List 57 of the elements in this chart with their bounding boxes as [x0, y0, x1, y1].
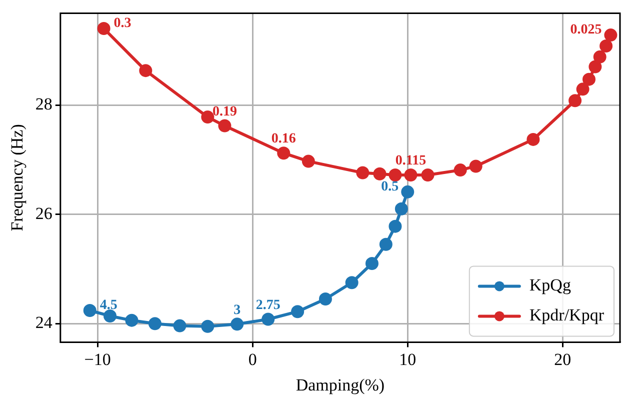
- point: [291, 305, 304, 318]
- point: [104, 309, 117, 322]
- point: [125, 314, 138, 327]
- x-axis-title: Damping(%): [296, 375, 385, 394]
- point: [604, 28, 618, 42]
- point: [388, 220, 402, 233]
- legend-label: KpQg: [529, 276, 572, 295]
- point: [469, 160, 482, 173]
- point: [394, 202, 408, 216]
- point: [365, 257, 378, 270]
- point: [373, 167, 386, 180]
- point: [379, 238, 392, 251]
- x-tick-label: −10: [84, 350, 111, 369]
- legend-label: Kpdr/Kpqr: [529, 306, 604, 325]
- annotation: 0.115: [395, 154, 426, 169]
- x-tick-label: 10: [399, 350, 416, 369]
- point: [593, 50, 606, 64]
- annotation: 0.19: [212, 104, 237, 120]
- point: [230, 318, 244, 331]
- point: [83, 304, 96, 318]
- point: [421, 168, 434, 182]
- point: [218, 119, 232, 132]
- point: [588, 60, 602, 74]
- y-tick-label: 26: [35, 204, 52, 223]
- point: [201, 320, 214, 333]
- annotation: 0.16: [271, 132, 296, 147]
- point: [576, 82, 590, 96]
- point: [600, 39, 613, 52]
- point: [568, 94, 582, 108]
- y-tick-label: 24: [35, 313, 53, 332]
- point: [356, 166, 370, 180]
- point: [454, 164, 467, 177]
- annotation: 0.025: [570, 22, 602, 38]
- x-tick-label: 0: [248, 350, 257, 369]
- point: [388, 168, 402, 182]
- annotation: 3: [234, 302, 241, 318]
- point: [302, 154, 315, 168]
- point: [277, 146, 290, 160]
- point: [173, 319, 186, 332]
- point: [148, 317, 162, 330]
- point: [262, 312, 275, 326]
- point: [97, 22, 110, 36]
- point: [345, 276, 358, 290]
- point: [318, 292, 332, 306]
- point: [201, 110, 214, 124]
- y-tick-label: 28: [35, 94, 52, 114]
- point: [139, 64, 152, 78]
- x-tick-label: 20: [554, 350, 572, 369]
- point: [401, 185, 414, 198]
- annotation: 2.75: [256, 298, 280, 313]
- annotation: 4.5: [100, 298, 118, 314]
- point: [582, 72, 596, 86]
- annotation: 0.5: [381, 180, 399, 195]
- point: [404, 168, 418, 182]
- y-axis-title: Frequency (Hz): [8, 124, 27, 232]
- point: [526, 132, 540, 146]
- annotation: 0.3: [114, 16, 132, 32]
